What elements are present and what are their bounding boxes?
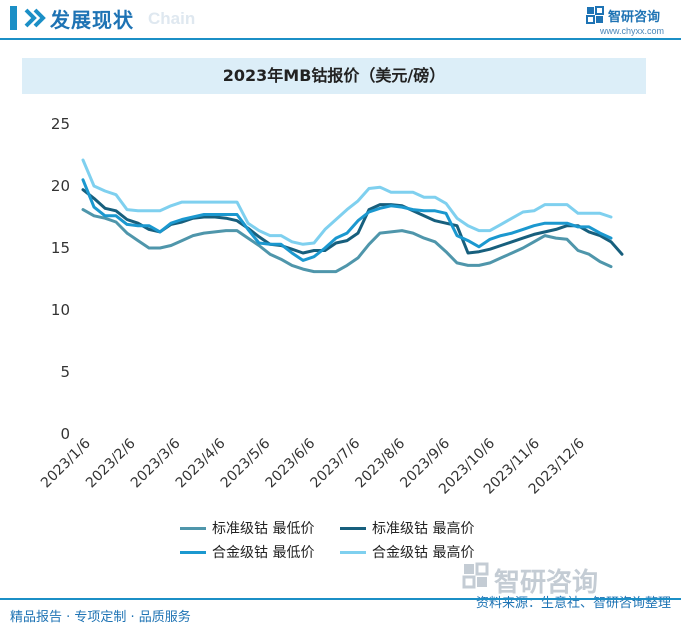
series-line-4 [81,158,613,246]
y-axis: 0 5 10 15 20 25 [51,115,70,443]
legend-label-2: 标准级钴 最高价 [372,521,475,537]
footer-logo-text: 智研咨询 [494,568,599,598]
series-line-1 [81,208,613,274]
chart-legend: 标准级钴 最低价 标准级钴 最高价 合金级钴 最低价 合金级钴 最高价 [180,518,520,562]
series-line-3 [81,178,613,262]
chart-title: 2023年MB钴报价（美元/磅） [222,66,446,85]
legend-label-3: 合金级钴 最低价 [212,545,315,561]
legend-swatch-1 [180,527,206,530]
footer-divider [0,598,681,600]
y-tick-label: 5 [60,363,70,381]
y-tick-label: 25 [51,115,70,133]
x-axis: 2023/1/62023/2/62023/3/62023/4/62023/5/6… [38,435,588,497]
header-divider [0,38,681,40]
legend-swatch-3 [180,551,206,554]
chevron-right-icon [24,8,46,28]
section-title: 发展现状 [50,8,134,32]
footer-slogan: 精品报告 · 专项定制 · 品质服务 [10,610,191,625]
legend-label-4: 合金级钴 最高价 [372,545,475,561]
brand-logo-icon [586,6,604,24]
chart-title-band [22,58,646,94]
series-line-2 [81,188,624,256]
y-tick-label: 10 [51,301,70,319]
y-tick-label: 0 [60,425,70,443]
legend-swatch-4 [340,551,366,554]
source-note: 资料来源：生意社、智研咨询整理 [475,596,671,611]
chart-series-group [81,158,624,274]
header-ghost-text: Chain [148,9,196,28]
footer-logo-icon [462,562,489,589]
legend-swatch-2 [340,527,366,530]
header-accent-bar [10,6,17,30]
y-tick-label: 20 [51,177,70,195]
brand-url: www.chyxx.com [600,26,665,36]
brand-name: 智研咨询 [608,10,661,25]
header-bar: 发展现状 Chain 智研咨询 www.chyxx.com [0,0,681,36]
y-tick-label: 15 [51,239,70,257]
legend-label-1: 标准级钴 最低价 [212,521,315,537]
